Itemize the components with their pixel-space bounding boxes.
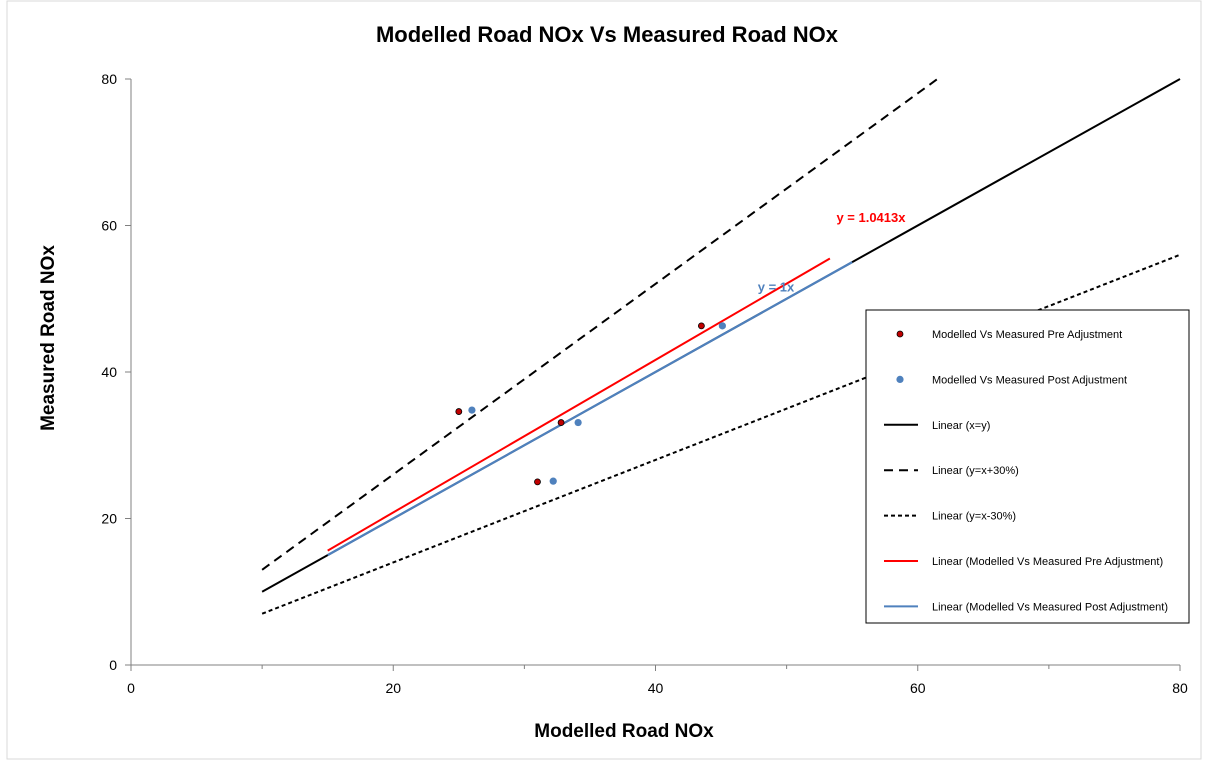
chart-title: Modelled Road NOx Vs Measured Road NOx (376, 22, 839, 47)
y-tick-label: 60 (101, 218, 117, 234)
legend-label-5: Linear (Modelled Vs Measured Pre Adjustm… (932, 556, 1163, 568)
data-point-series1-1 (574, 418, 582, 427)
data-point-series1-2 (549, 477, 557, 485)
y-tick-label: 40 (101, 364, 117, 380)
x-tick-label: 60 (910, 680, 926, 696)
trendline-equation-1: y = 1x (758, 279, 795, 294)
legend-label-1: Modelled Vs Measured Post Adjustment (932, 374, 1127, 386)
legend-marker-0 (896, 330, 904, 338)
x-tick-label: 40 (648, 680, 664, 696)
x-tick-label: 0 (127, 680, 135, 696)
y-tick-label: 0 (109, 657, 117, 673)
legend-label-4: Linear (y=x-30%) (932, 511, 1016, 523)
series-line-3 (261, 78, 939, 571)
y-axis-label: Measured Road NOx (38, 245, 59, 431)
legend-marker-1 (896, 375, 904, 383)
x-axis-label: Modelled Road NOx (534, 721, 714, 742)
series-line-5 (327, 257, 831, 552)
axes: 0 20 40 60 80 0 20 40 60 80 (101, 71, 1188, 696)
data-point-series1-3 (718, 322, 726, 330)
data-point-series1-0 (468, 406, 476, 414)
y-tick-label: 20 (101, 511, 117, 527)
x-tick-label: 80 (1172, 680, 1188, 696)
equation-annotations: y = 1.0413x y = 1x (758, 210, 906, 295)
legend-label-2: Linear (x=y) (932, 420, 990, 432)
y-tick-label: 80 (101, 71, 117, 87)
legend-label-6: Linear (Modelled Vs Measured Post Adjust… (932, 601, 1168, 613)
trendline-equation-0: y = 1.0413x (836, 210, 906, 225)
data-point-series0-2 (534, 478, 541, 486)
data-point-series0-1 (557, 419, 565, 426)
series-line-6 (327, 261, 853, 557)
data-point-series0-3 (697, 322, 705, 330)
legend-box (865, 309, 1190, 624)
data-point-series0-0 (455, 408, 463, 415)
legend-label-0: Modelled Vs Measured Pre Adjustment (932, 329, 1122, 341)
legend-label-3: Linear (y=x+30%) (932, 465, 1019, 477)
x-tick-label: 20 (385, 680, 401, 696)
legend: Modelled Vs Measured Pre Adjustment Model… (865, 309, 1190, 624)
